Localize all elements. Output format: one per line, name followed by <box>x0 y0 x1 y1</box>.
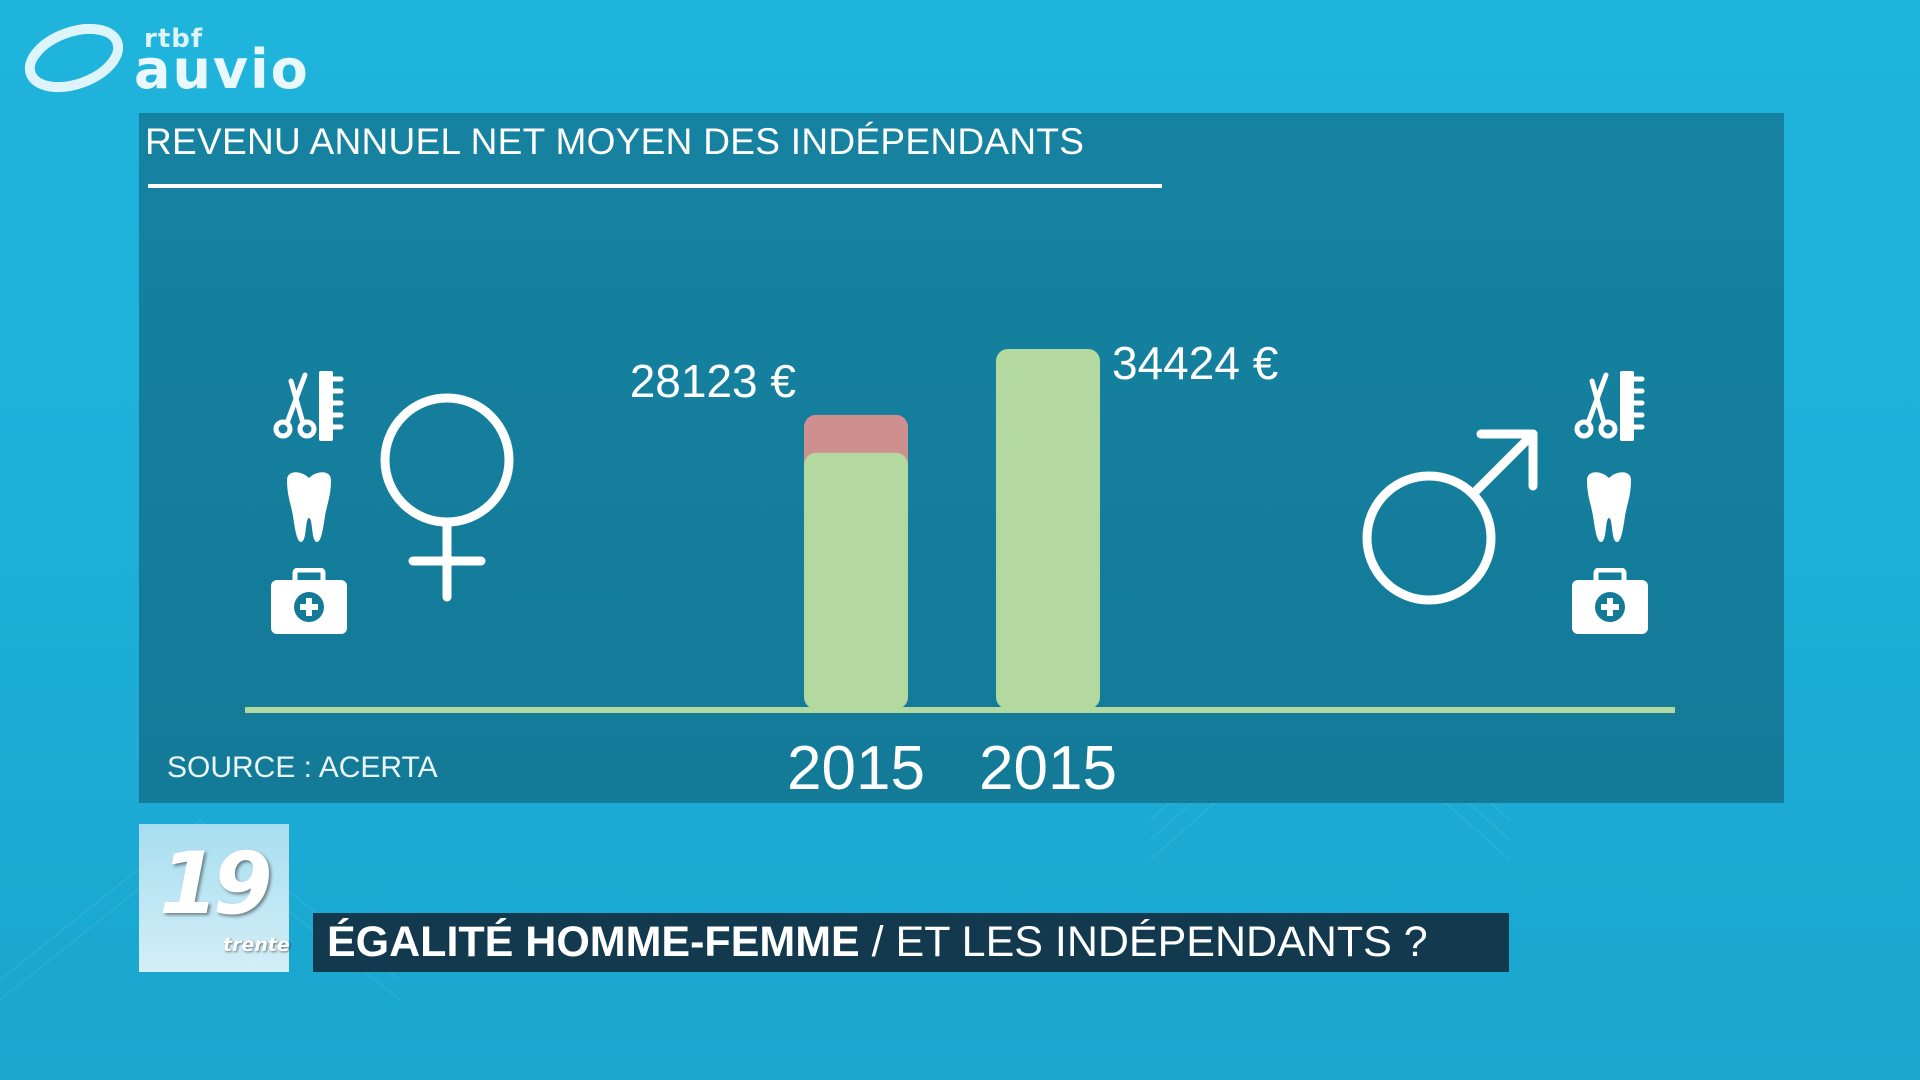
medical-kit-icon-right <box>1572 568 1648 634</box>
program-logo-tile: 19 trente <box>139 824 290 972</box>
source-label: SOURCE : ACERTA <box>167 751 438 784</box>
medical-kit-icon <box>271 568 347 634</box>
title-underline <box>148 184 1162 188</box>
chart-panel: REVENU ANNUEL NET MOYEN DES INDÉPENDANTS… <box>139 113 1784 803</box>
program-subtitle: trente <box>223 934 290 956</box>
logo-rtbf-text: rtbf <box>144 24 204 54</box>
value-label-0: 28123 € <box>630 355 796 407</box>
female-symbol-icon <box>380 393 514 602</box>
bar-0 <box>804 452 908 709</box>
category-label-0: 2015 <box>787 734 925 803</box>
scissors-comb-icon-right <box>1574 371 1645 441</box>
bar-chart: 28123 € 2015 34424 € 2015 <box>245 337 1675 803</box>
logo-auvio-text: auvio <box>134 38 310 101</box>
headline-strong: ÉGALITÉ HOMME-FEMME <box>327 918 860 966</box>
x-axis-baseline <box>245 707 1675 713</box>
male-symbol-icon <box>1362 429 1538 605</box>
category-label-1: 2015 <box>979 734 1117 803</box>
tooth-icon-right <box>1587 472 1631 542</box>
chart-title: REVENU ANNUEL NET MOYEN DES INDÉPENDANTS <box>145 121 1085 162</box>
auvio-swirl-icon <box>24 23 124 93</box>
program-number: 19 <box>159 834 273 934</box>
value-label-1: 34424 € <box>1112 337 1278 389</box>
auvio-logo: rtbf auvio <box>22 18 308 101</box>
bar-1 <box>996 349 1100 709</box>
headline-rest: / ET LES INDÉPENDANTS ? <box>859 918 1428 966</box>
headline-banner: ÉGALITÉ HOMME-FEMME / ET LES INDÉPENDANT… <box>313 913 1509 972</box>
scissors-comb-icon <box>273 371 344 441</box>
tooth-icon <box>287 472 331 542</box>
